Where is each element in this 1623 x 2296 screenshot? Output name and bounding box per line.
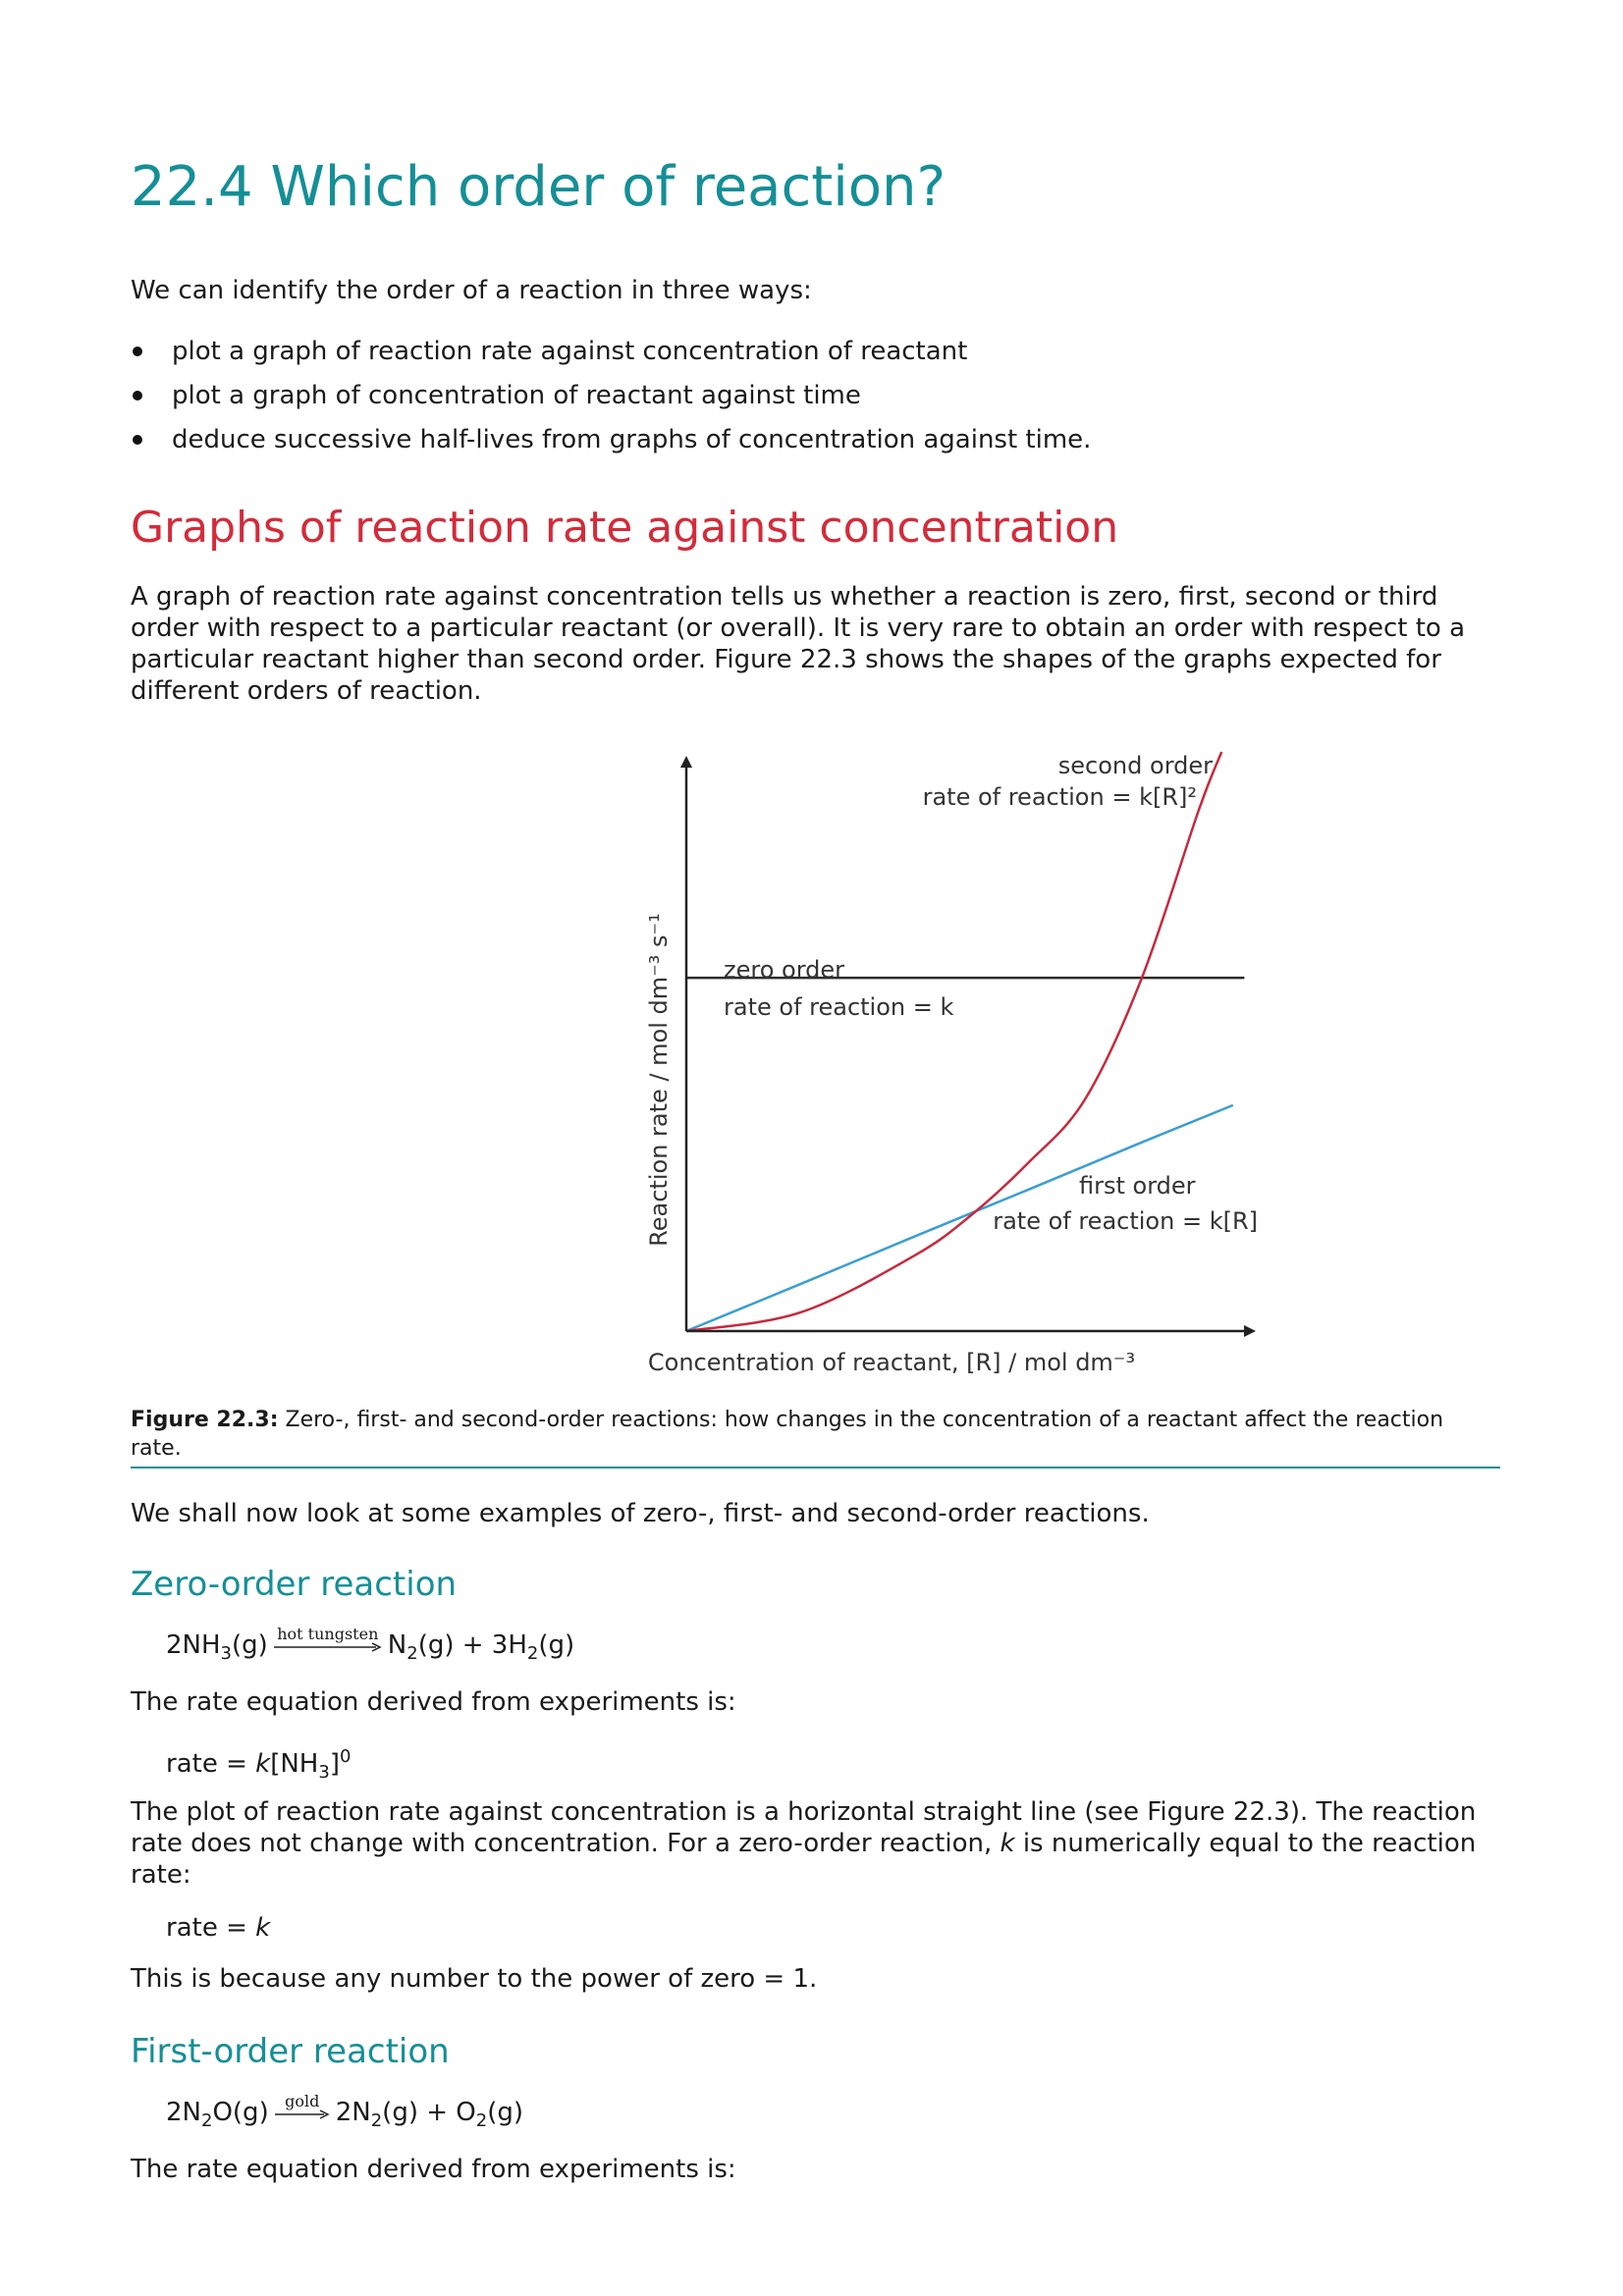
section-paragraph: A graph of reaction rate against concent… <box>131 582 1466 706</box>
examples-intro: We shall now look at some examples of ze… <box>131 1499 1150 1528</box>
first-order-label: first order <box>1079 1172 1196 1200</box>
first-order-equation: rate of reaction = k[R] <box>993 1207 1258 1235</box>
bullet-icon <box>133 391 142 400</box>
zero-order-rate-equation: rate = k[NH3]0 <box>166 1746 352 1783</box>
zero-order-equation: 2NH3(g) hot tungsten N2(g) + 3H2(g) <box>166 1625 574 1670</box>
intro-text: We can identify the order of a reaction … <box>131 276 812 305</box>
zero-order-explanation: The plot of reaction rate against concen… <box>131 1797 1477 1890</box>
reaction-order-chart: Concentration of reactant, [R] / mol dm⁻… <box>504 746 1289 1384</box>
chart-svg: Concentration of reactant, [R] / mol dm⁻… <box>645 751 1258 1376</box>
y-axis-label: Reaction rate / mol dm⁻³ s⁻¹ <box>645 913 673 1247</box>
first-order-line <box>685 1103 1234 1333</box>
figure-caption-text: Zero-, first- and second-order reactions… <box>131 1408 1444 1461</box>
second-order-line <box>685 751 1223 1333</box>
first-order-equation: 2N2O(g) gold 2N2(g) + O2(g) <box>166 2092 523 2137</box>
zero-order-rate-intro: The rate equation derived from experimen… <box>131 1687 736 1717</box>
first-order-rate-intro: The rate equation derived from experimen… <box>131 2155 736 2184</box>
figure-caption-label: Figure 22.3: <box>131 1408 279 1432</box>
reaction-arrow-icon: gold <box>274 2092 330 2123</box>
power-zero-note: This is because any number to the power … <box>131 1964 818 1994</box>
list-item: plot a graph of concentration of reactan… <box>131 374 1091 418</box>
methods-list: plot a graph of reaction rate against co… <box>131 330 1091 462</box>
first-order-heading: First-order reaction <box>131 2032 450 2071</box>
second-order-label: second order <box>1058 752 1213 779</box>
zero-order-label: zero order <box>724 956 844 984</box>
page-title: 22.4 Which order of reaction? <box>131 155 947 219</box>
x-axis-label: Concentration of reactant, [R] / mol dm⁻… <box>648 1349 1135 1376</box>
list-item: plot a graph of reaction rate against co… <box>131 330 1091 374</box>
section-heading: Graphs of reaction rate against concentr… <box>131 503 1119 553</box>
bullet-icon <box>133 347 142 356</box>
figure-caption: Figure 22.3: Zero-, first- and second-or… <box>131 1406 1500 1463</box>
reaction-condition: hot tungsten <box>277 1624 379 1643</box>
bullet-icon <box>133 435 142 445</box>
list-item: deduce successive half-lives from graphs… <box>131 418 1091 462</box>
rate-equals-k: rate = k <box>166 1913 271 1943</box>
zero-order-equation: rate of reaction = k <box>724 993 953 1021</box>
caption-divider <box>131 1467 1500 1468</box>
zero-order-heading: Zero-order reaction <box>131 1565 458 1604</box>
reaction-arrow-icon: hot tungsten <box>273 1625 382 1656</box>
second-order-equation: rate of reaction = k[R]² <box>923 783 1197 811</box>
reaction-condition: gold <box>285 2091 320 2110</box>
